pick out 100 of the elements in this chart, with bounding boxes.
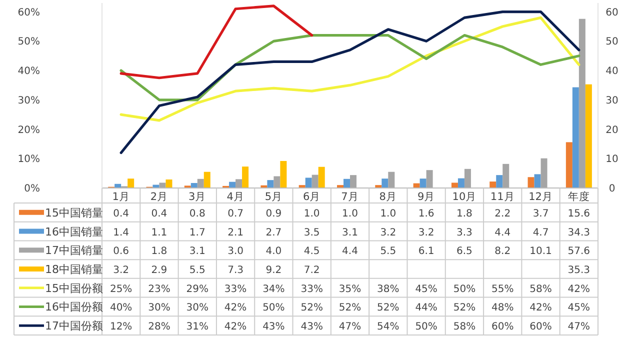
- data-label: 4.7: [532, 227, 549, 238]
- data-label: 7.3: [228, 265, 244, 276]
- legend-label: 15中国份额: [45, 282, 103, 295]
- data-label: 40%: [110, 302, 132, 314]
- data-label: 2.7: [266, 227, 282, 238]
- x-tick-label: 2月: [150, 191, 168, 203]
- data-label: 52%: [338, 302, 362, 314]
- legend-label: 16中国销量: [45, 225, 103, 238]
- bar: [502, 164, 510, 188]
- y2-tick-label: 30: [606, 95, 618, 106]
- bar: [458, 178, 464, 188]
- bar: [166, 179, 172, 188]
- y2-tick-label: 10: [606, 154, 618, 166]
- data-label: 31%: [186, 322, 208, 333]
- x-tick-label: 1月: [112, 191, 130, 203]
- bar: [540, 158, 548, 188]
- x-tick-label: 8月: [379, 191, 397, 203]
- bar: [159, 182, 166, 188]
- data-label: 3.2: [380, 227, 396, 238]
- bar: [305, 178, 312, 188]
- data-label: 1.0: [342, 208, 358, 220]
- y-tick-label: 30%: [18, 95, 40, 106]
- x-tick-label: 10月: [452, 191, 477, 203]
- data-label: 47%: [568, 322, 590, 333]
- data-label: 50%: [415, 322, 438, 333]
- x-tick-label: 5月: [264, 191, 283, 203]
- x-tick-label: 3月: [188, 191, 206, 203]
- bar: [490, 182, 496, 188]
- legend-label: 17中国份额: [45, 320, 103, 333]
- data-label: 43%: [262, 322, 285, 333]
- data-label: 0.6: [113, 246, 130, 258]
- data-label: 2.9: [151, 265, 168, 276]
- data-label: 4.4: [494, 227, 511, 238]
- bar: [464, 168, 471, 188]
- data-label: 45%: [568, 302, 590, 314]
- data-label: 9.2: [266, 265, 282, 276]
- data-label: 4.4: [342, 246, 358, 258]
- bar: [528, 177, 534, 188]
- data-label: 33%: [224, 284, 247, 295]
- data-label: 6.1: [418, 246, 434, 258]
- bar: [388, 172, 395, 188]
- bar: [572, 87, 579, 188]
- data-label: 55%: [492, 284, 514, 295]
- data-label: 3.7: [532, 208, 549, 220]
- data-label: 0.7: [228, 208, 244, 220]
- data-label: 35.3: [568, 265, 590, 276]
- data-label: 50%: [262, 302, 285, 314]
- y-tick-label: 60%: [18, 7, 40, 18]
- data-label: 6.5: [456, 246, 472, 258]
- bar: [566, 142, 572, 188]
- data-label: 5.5: [189, 265, 206, 276]
- data-label: 54%: [377, 322, 400, 333]
- legend-label: 15中国销量: [45, 206, 103, 220]
- line-series: [120, 10, 580, 154]
- data-label: 30%: [186, 302, 208, 314]
- y2-tick-label: 40: [606, 66, 618, 78]
- data-label: 52%: [453, 302, 476, 314]
- data-label: 47%: [338, 322, 362, 333]
- data-label: 3.5: [304, 227, 320, 238]
- data-label: 42%: [530, 302, 552, 314]
- bar: [318, 166, 325, 188]
- data-label: 1.0: [304, 208, 320, 220]
- data-label: 1.1: [151, 227, 168, 238]
- bar: [496, 175, 503, 188]
- data-label: 3.2: [418, 227, 434, 238]
- y-tick-label: 0%: [24, 184, 40, 194]
- data-label: 38%: [377, 284, 400, 295]
- data-label: 5.5: [380, 246, 396, 258]
- data-label: 3.3: [456, 227, 472, 238]
- data-label: 43%: [300, 322, 323, 333]
- data-label: 8.2: [494, 246, 511, 258]
- bar: [274, 176, 280, 188]
- bar: [312, 174, 318, 188]
- bar: [451, 182, 458, 188]
- y-tick-label: 50%: [18, 36, 40, 48]
- data-label: 3.2: [113, 265, 130, 276]
- bar: [426, 170, 433, 188]
- data-label: 33%: [300, 284, 323, 295]
- y-tick-label: 20%: [18, 124, 40, 136]
- data-label: 1.4: [113, 227, 130, 238]
- bar: [585, 84, 592, 188]
- data-label: 10.1: [530, 246, 552, 258]
- bar: [382, 178, 388, 188]
- data-label: 28%: [148, 322, 170, 333]
- data-label: 50%: [453, 284, 476, 295]
- x-tick-label: 年度: [568, 190, 590, 203]
- data-label: 1.7: [189, 227, 206, 238]
- data-label: 7.2: [304, 265, 320, 276]
- bar: [267, 180, 274, 188]
- data-label: 52%: [300, 302, 323, 314]
- data-label: 12%: [110, 322, 132, 333]
- data-label: 44%: [415, 302, 438, 314]
- x-tick-label: 9月: [417, 191, 436, 203]
- data-label: 52%: [377, 302, 400, 314]
- data-label: 3.1: [342, 227, 358, 238]
- data-label: 2.1: [228, 227, 244, 238]
- data-label: 0.8: [189, 208, 206, 220]
- data-label: 1.8: [151, 246, 168, 258]
- data-label: 58%: [453, 322, 476, 333]
- bar: [242, 166, 249, 188]
